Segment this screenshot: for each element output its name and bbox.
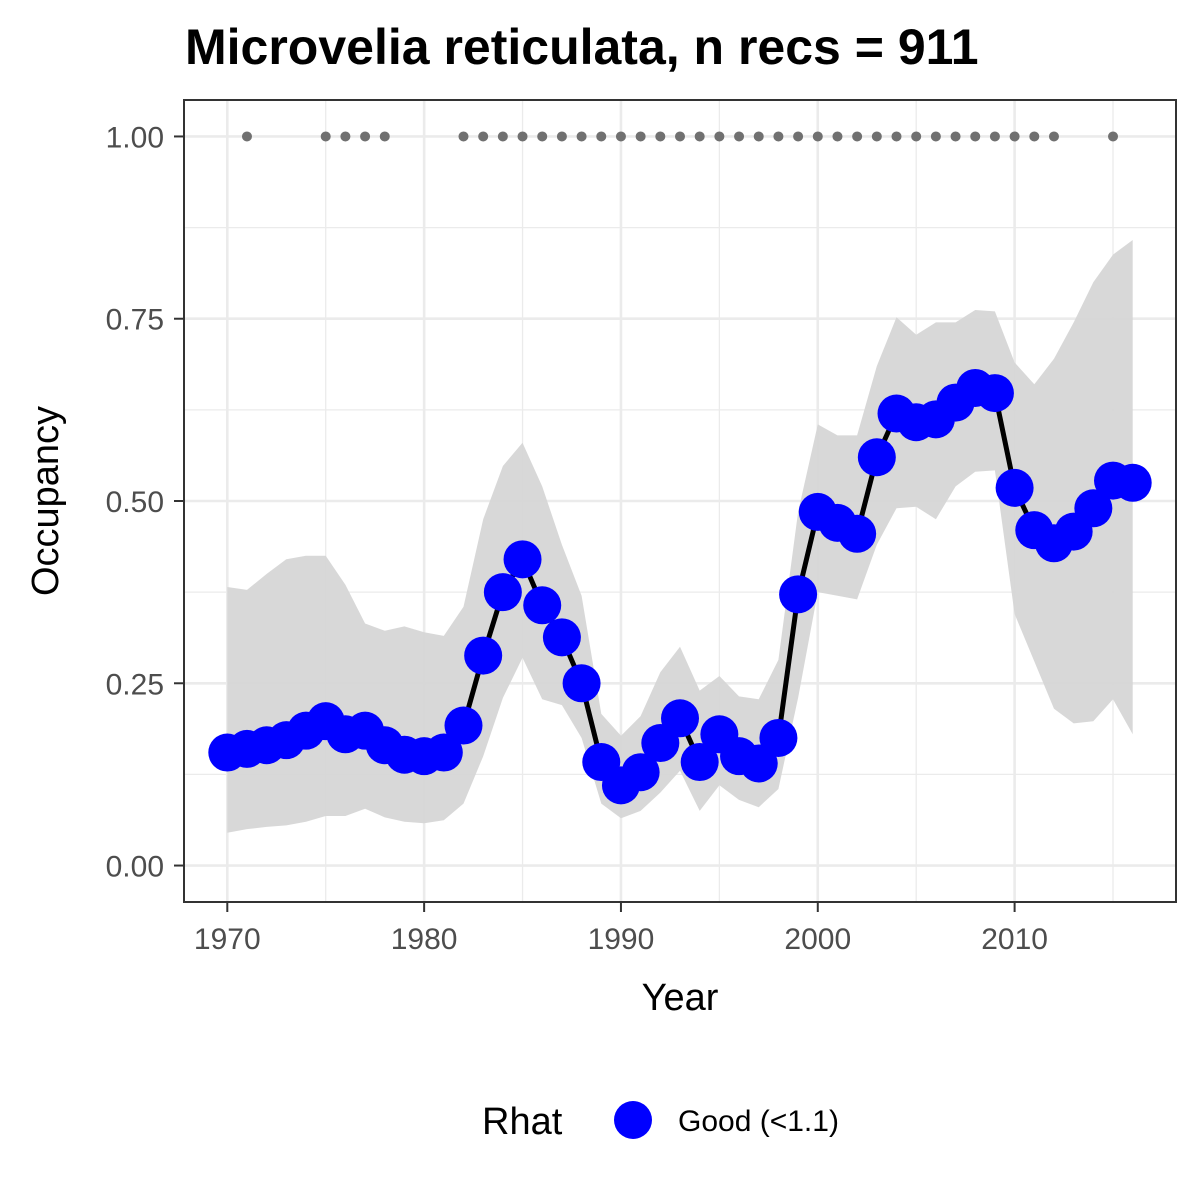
occupancy-point-2002 (838, 514, 877, 553)
x-tick-label: 1970 (194, 923, 261, 956)
record-point-2002 (852, 131, 863, 142)
record-point-1971 (241, 131, 252, 142)
occupancy-point-1993 (661, 699, 699, 738)
record-points (241, 131, 1119, 142)
occupancy-point-2003 (857, 438, 896, 477)
occupancy-point-1981 (424, 733, 463, 772)
record-point-1994 (694, 131, 705, 142)
record-point-1983 (478, 131, 489, 142)
x-axis: 1970 1980 1990 2000 2010 (194, 902, 1048, 956)
record-point-2010 (1009, 131, 1020, 142)
record-point-2009 (989, 131, 1000, 142)
y-tick-label: 0.00 (106, 851, 164, 884)
record-point-2003 (871, 131, 882, 142)
occupancy-point-1998 (759, 718, 798, 757)
legend-label-good: Good (<1.1) (678, 1105, 839, 1138)
y-axis-title: Occupancy (25, 406, 67, 596)
occupancy-point-1999 (779, 575, 818, 614)
occupancy-point-2010 (995, 468, 1034, 507)
occupancy-point-2009 (975, 374, 1014, 413)
confidence-ribbon (227, 240, 1133, 833)
record-point-1992 (655, 131, 666, 142)
x-tick-label: 1990 (588, 923, 655, 956)
legend-key-good (614, 1101, 652, 1139)
occupancy-point-1991 (621, 753, 660, 792)
record-point-1995 (714, 131, 725, 142)
record-point-2008 (970, 131, 981, 142)
record-point-1986 (537, 131, 548, 142)
record-point-2012 (1048, 131, 1059, 142)
record-point-1997 (753, 131, 764, 142)
record-point-1993 (675, 131, 685, 142)
chart-title: Microvelia reticulata, n recs = 911 (185, 19, 979, 75)
record-point-1985 (517, 131, 528, 142)
occupancy-point-2016 (1113, 463, 1152, 502)
record-point-2004 (891, 131, 902, 142)
occupancy-points (208, 368, 1152, 805)
occupancy-point-2014 (1074, 489, 1113, 528)
occupancy-point-1988 (562, 664, 601, 703)
y-tick-label: 1.00 (106, 121, 164, 154)
legend-title: Rhat (482, 1101, 563, 1143)
occupancy-point-1994 (680, 743, 719, 782)
occupancy-point-1986 (523, 586, 562, 625)
record-point-2011 (1029, 131, 1040, 142)
occupancy-point-1985 (503, 540, 542, 579)
x-axis-title: Year (642, 977, 719, 1019)
occupancy-point-1987 (542, 618, 581, 657)
record-point-1987 (556, 131, 567, 142)
record-point-2015 (1108, 131, 1119, 142)
x-tick-label: 2010 (981, 923, 1048, 956)
record-point-1996 (734, 131, 745, 142)
record-point-1989 (596, 131, 607, 142)
record-point-2005 (911, 131, 922, 142)
legend: Rhat Good (<1.1) (482, 1101, 839, 1143)
record-point-1978 (379, 131, 390, 142)
occupancy-point-1983 (464, 636, 503, 675)
confidence-ribbon-layer (227, 240, 1133, 833)
occupancy-point-1984 (483, 573, 522, 612)
y-tick-label: 0.25 (106, 668, 164, 701)
plot-panel (183, 99, 1177, 903)
record-point-1999 (793, 131, 804, 142)
record-point-1977 (360, 131, 371, 142)
record-point-2006 (930, 131, 941, 142)
record-point-2001 (832, 131, 843, 142)
x-tick-label: 1980 (391, 923, 458, 956)
y-axis: 0.00 0.25 0.50 0.75 1.00 (106, 121, 184, 884)
record-point-1975 (320, 131, 331, 142)
record-point-2000 (812, 131, 823, 142)
y-tick-label: 0.50 (106, 486, 164, 519)
occupancy-point-1982 (444, 706, 483, 745)
x-tick-label: 2000 (784, 923, 851, 956)
record-point-1976 (340, 131, 351, 142)
record-point-1991 (635, 131, 646, 142)
y-tick-label: 0.75 (106, 304, 164, 337)
record-point-2007 (950, 131, 961, 142)
record-point-1982 (458, 131, 469, 142)
record-point-1998 (773, 131, 784, 142)
record-point-1984 (497, 131, 508, 142)
record-point-1990 (615, 131, 626, 142)
record-point-1988 (576, 131, 587, 142)
